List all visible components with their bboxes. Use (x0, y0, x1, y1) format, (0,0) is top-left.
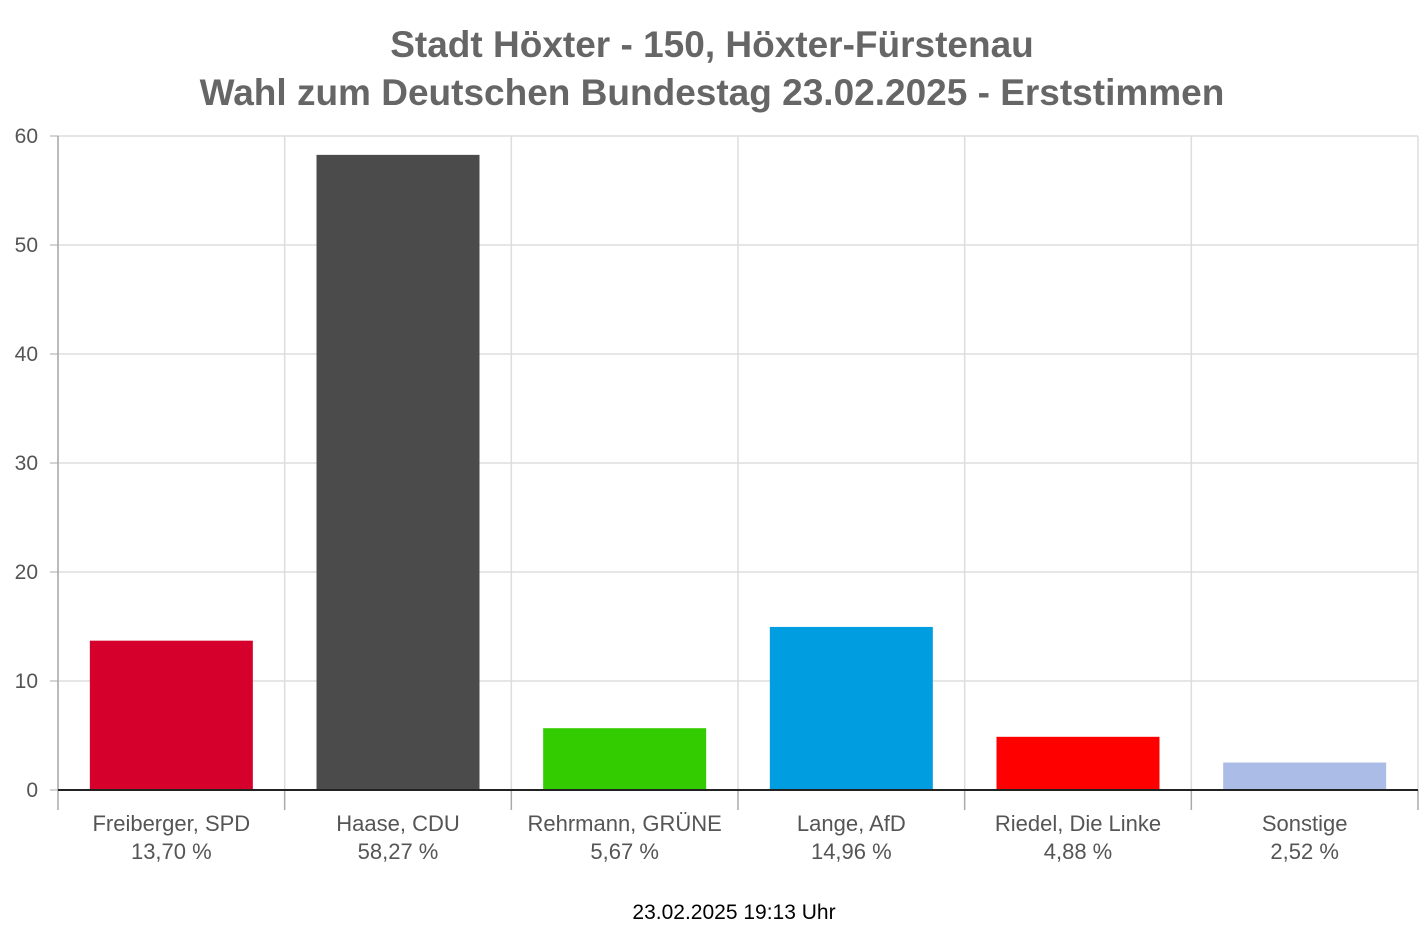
category-label: Haase, CDU (336, 811, 459, 836)
category-label: Riedel, Die Linke (995, 811, 1161, 836)
y-tick-label: 10 (15, 670, 38, 693)
timestamp-footer: 23.02.2025 19:13 Uhr (632, 901, 835, 924)
grid (57, 135, 1419, 790)
bars (89, 154, 1387, 790)
bar (316, 154, 480, 790)
bar (543, 728, 707, 790)
value-label: 4,88 % (1044, 839, 1113, 864)
y-tick-label: 40 (15, 343, 38, 366)
value-label: 13,70 % (131, 839, 212, 864)
y-tick-label: 20 (15, 561, 38, 584)
y-tick-label: 30 (15, 452, 38, 475)
y-tick-label: 50 (15, 234, 38, 257)
value-label: 2,52 % (1270, 839, 1339, 864)
value-label: 58,27 % (358, 839, 439, 864)
category-labels: Freiberger, SPD 13,70 % Haase, CDU 58,27 % R… (92, 811, 1347, 864)
axes: 0 10 20 30 40 50 60 (15, 125, 1419, 810)
bar (996, 736, 1160, 790)
bar (1223, 762, 1387, 790)
category-label: Lange, AfD (797, 811, 906, 836)
chart-subtitle: Wahl zum Deutschen Bundestag 23.02.2025 … (200, 72, 1225, 113)
value-label: 5,67 % (590, 839, 659, 864)
category-label: Freiberger, SPD (92, 811, 250, 836)
bar (89, 640, 253, 790)
bar (769, 626, 933, 790)
category-label: Sonstige (1262, 811, 1348, 836)
chart-title: Stadt Höxter - 150, Höxter-Fürstenau (390, 24, 1034, 65)
y-tick-label: 60 (15, 125, 38, 148)
y-tick-label: 0 (26, 779, 38, 802)
category-label: Rehrmann, GRÜNE (527, 811, 721, 836)
value-label: 14,96 % (811, 839, 892, 864)
